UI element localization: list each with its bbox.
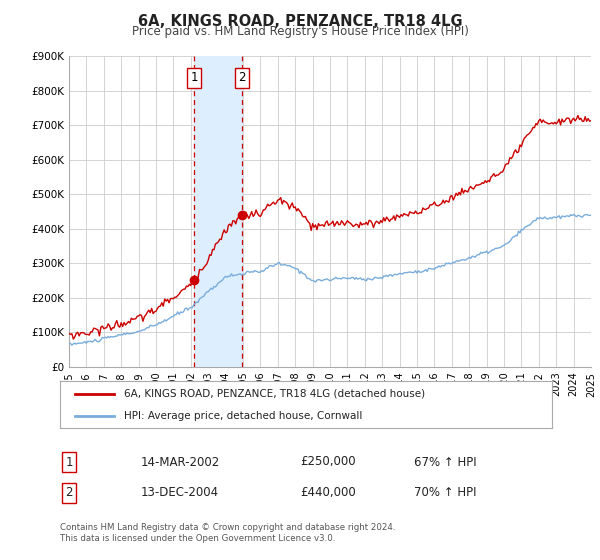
Text: 1: 1: [65, 455, 73, 469]
Text: £250,000: £250,000: [300, 455, 356, 469]
Text: 67% ↑ HPI: 67% ↑ HPI: [414, 455, 476, 469]
Text: 70% ↑ HPI: 70% ↑ HPI: [414, 486, 476, 500]
Text: 2: 2: [65, 486, 73, 500]
Text: 14-MAR-2002: 14-MAR-2002: [141, 455, 220, 469]
Bar: [194, 56, 242, 367]
Text: 2: 2: [238, 71, 246, 84]
Text: 1: 1: [191, 71, 198, 84]
Text: HPI: Average price, detached house, Cornwall: HPI: Average price, detached house, Corn…: [124, 410, 362, 421]
Text: £440,000: £440,000: [300, 486, 356, 500]
Text: 6A, KINGS ROAD, PENZANCE, TR18 4LG (detached house): 6A, KINGS ROAD, PENZANCE, TR18 4LG (deta…: [124, 389, 425, 399]
Text: Price paid vs. HM Land Registry's House Price Index (HPI): Price paid vs. HM Land Registry's House …: [131, 25, 469, 38]
Text: Contains HM Land Registry data © Crown copyright and database right 2024.: Contains HM Land Registry data © Crown c…: [60, 523, 395, 532]
Text: This data is licensed under the Open Government Licence v3.0.: This data is licensed under the Open Gov…: [60, 534, 335, 543]
Text: 13-DEC-2004: 13-DEC-2004: [141, 486, 219, 500]
Text: 6A, KINGS ROAD, PENZANCE, TR18 4LG: 6A, KINGS ROAD, PENZANCE, TR18 4LG: [137, 14, 463, 29]
